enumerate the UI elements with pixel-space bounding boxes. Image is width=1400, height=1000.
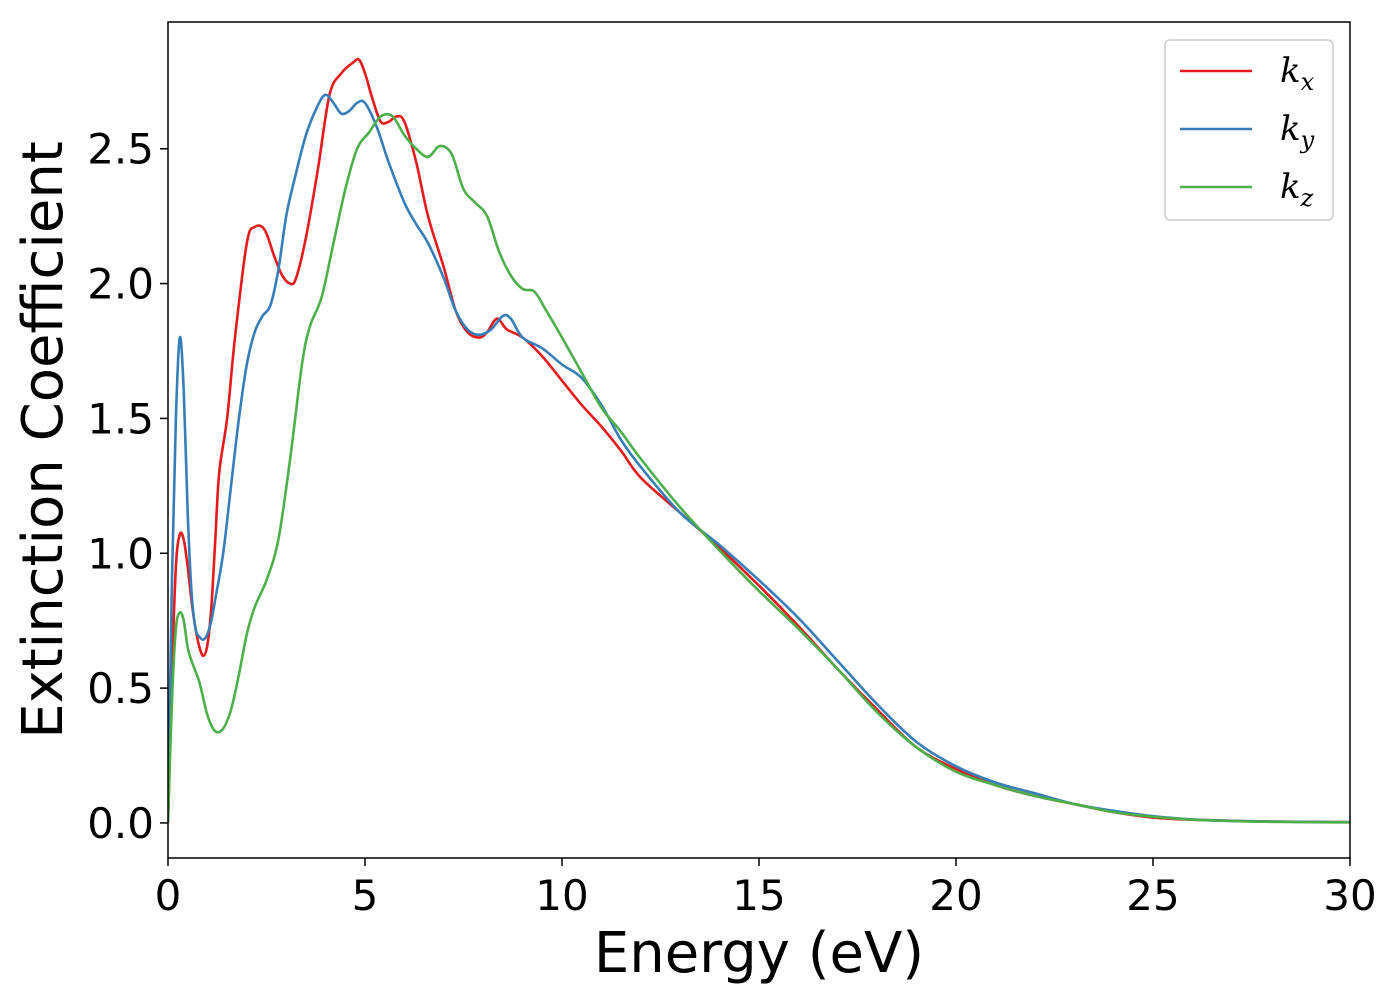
x-tick-label: 0 <box>155 871 182 920</box>
series-layer <box>168 57 1350 824</box>
y-tick-label: 2.0 <box>87 260 154 309</box>
y-tick-label: 2.5 <box>87 125 154 174</box>
y-tick-label: 0.0 <box>87 799 154 848</box>
y-tick-label: 1.0 <box>87 529 154 578</box>
legend-label-ky: ky <box>1280 109 1315 154</box>
legend-label-kx: kx <box>1280 51 1315 96</box>
x-tick-label: 5 <box>352 871 379 920</box>
x-tick-label: 20 <box>929 871 982 920</box>
x-axis-label: Energy (eV) <box>594 921 924 986</box>
x-tick-label: 25 <box>1126 871 1179 920</box>
x-tick-label: 30 <box>1323 871 1376 920</box>
legend-label-kz: kz <box>1280 167 1314 212</box>
x-tick-label: 15 <box>732 871 785 920</box>
series-line-ky <box>168 93 1350 824</box>
y-axis-ticks: 0.0 0.5 1.0 1.5 2.0 2.5 <box>87 125 168 848</box>
y-tick-label: 1.5 <box>87 394 154 443</box>
x-tick-label: 10 <box>535 871 588 920</box>
y-tick-label: 0.5 <box>87 664 154 713</box>
legend: kx ky kz <box>1164 39 1334 221</box>
y-axis-label: Extinction Coefficient <box>11 141 76 739</box>
series-line-kz <box>168 112 1350 824</box>
x-axis-ticks: 0 5 10 15 20 25 30 <box>155 858 1377 920</box>
